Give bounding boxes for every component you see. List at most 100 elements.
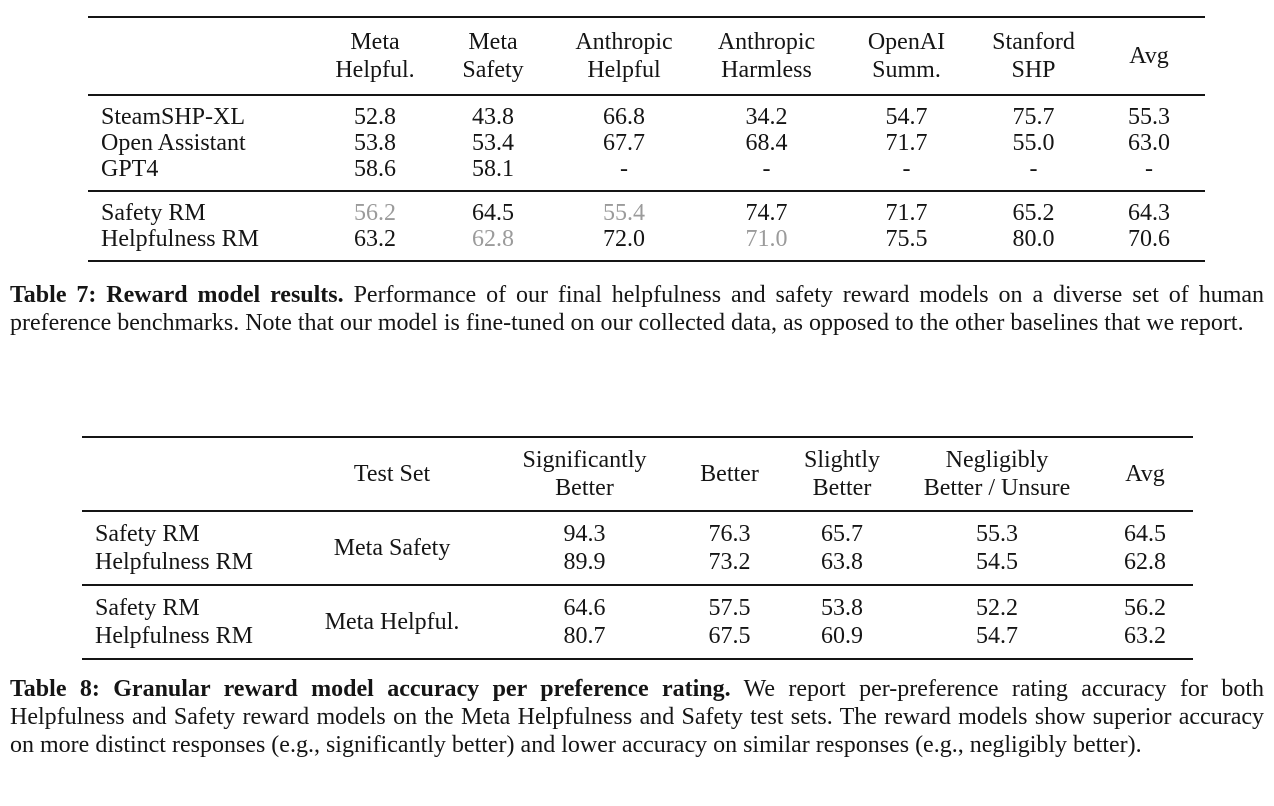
score-cell: 54.7 <box>976 623 1018 649</box>
table-7: Meta Helpful. Meta Safety Anthropic Help… <box>88 16 1205 262</box>
score-cell: 64.6 <box>563 595 606 621</box>
score-cell: 58.6 <box>354 156 396 182</box>
score-cell: 56.2 <box>1124 595 1166 621</box>
table-7-baseline-section: SteamSHP-XL 52.8 43.8 66.8 34.2 54.7 75.… <box>88 96 1205 190</box>
model-label: Safety RM <box>101 200 206 226</box>
column-header-better: Better <box>700 461 759 487</box>
score-cell: 75.5 <box>885 226 928 252</box>
table-row-steamshp-xl: SteamSHP-XL 52.8 43.8 66.8 34.2 54.7 75.… <box>88 104 1205 130</box>
table-8-bottom-rule <box>82 658 1193 660</box>
score-cell: 57.5 <box>708 595 751 621</box>
score-cell: - <box>902 156 911 182</box>
score-cell: 43.8 <box>472 104 514 130</box>
column-header-significantly-better: Significantly Better <box>522 447 647 501</box>
score-cell: 67.7 <box>603 130 645 156</box>
score-column: 57.5 67.5 <box>672 594 787 650</box>
table-row-safety-rm: Safety RM 56.2 64.5 55.4 74.7 71.7 65.2 … <box>88 200 1205 226</box>
table-8-caption-label: Table 8: Granular reward model accuracy … <box>10 676 731 702</box>
score-cell: 89.9 <box>563 549 606 575</box>
score-cell: 67.5 <box>708 623 751 649</box>
score-cell: 63.8 <box>821 549 863 575</box>
score-cell: 60.9 <box>821 623 863 649</box>
model-label: Helpfulness RM <box>95 549 253 575</box>
model-label: GPT4 <box>101 156 159 182</box>
score-cell: 53.4 <box>472 130 514 156</box>
table-8-caption-text: We report per-preference rating accuracy… <box>10 676 1264 758</box>
score-cell: 66.8 <box>603 104 645 130</box>
table-row-helpfulness-rm: Helpfulness RM 63.2 62.8 72.0 71.0 75.5 … <box>88 226 1205 252</box>
score-cell: - <box>1145 156 1153 182</box>
score-cell: 80.7 <box>563 623 606 649</box>
score-cell: 72.0 <box>603 226 645 252</box>
table-8-header-rule <box>82 510 1193 512</box>
score-cell: - <box>1029 156 1038 182</box>
table-7-bottom-rule <box>88 260 1205 262</box>
table-7-caption-label: Table 7: Reward model results. <box>10 282 344 308</box>
table-7-top-rule <box>88 16 1205 18</box>
table-8-group-meta-safety: Safety RM Helpfulness RM Meta Safety 94.… <box>82 512 1193 584</box>
model-label: Open Assistant <box>101 130 246 156</box>
table-row-gpt4: GPT4 58.6 58.1 - - - - - <box>88 156 1205 182</box>
score-cell: 58.1 <box>472 156 514 182</box>
score-cell: 68.4 <box>745 130 788 156</box>
score-cell: 63.2 <box>354 226 396 252</box>
table-8-top-rule <box>82 436 1193 438</box>
table-8: Test Set Significantly Better Better Sli… <box>82 436 1193 660</box>
score-cell: 80.0 <box>1012 226 1055 252</box>
score-cell: 65.7 <box>821 521 863 547</box>
score-column: 65.7 63.8 <box>787 520 897 576</box>
model-label: Safety RM <box>95 521 200 547</box>
score-cell: 34.2 <box>745 104 788 130</box>
column-header-meta-helpful: Meta Helpful. <box>335 29 415 83</box>
score-cell: 52.2 <box>976 595 1018 621</box>
column-header-avg: Avg <box>1125 461 1165 487</box>
score-cell: 55.0 <box>1012 130 1055 156</box>
table-7-header-rule <box>88 94 1205 96</box>
model-label-column: Safety RM Helpfulness RM <box>82 520 287 576</box>
column-header-slightly-better: Slightly Better <box>803 447 881 501</box>
score-cell: 73.2 <box>708 549 751 575</box>
model-label: Helpfulness RM <box>95 623 253 649</box>
column-header-avg: Avg <box>1129 43 1169 69</box>
score-cell: 71.7 <box>885 130 928 156</box>
table-7-caption-text: Performance of our final helpfulness and… <box>10 282 1265 336</box>
model-label: Helpfulness RM <box>101 226 259 252</box>
table-7-our-models-section: Safety RM 56.2 64.5 55.4 74.7 71.7 65.2 … <box>88 192 1205 260</box>
score-cell: 75.7 <box>1012 104 1055 130</box>
score-cell: 56.2 <box>354 200 396 226</box>
score-column: 64.5 62.8 <box>1097 520 1193 576</box>
table-8-header-row: Test Set Significantly Better Better Sli… <box>82 438 1193 510</box>
score-cell: 52.8 <box>354 104 396 130</box>
table-7-caption: Table 7: Reward model results. Performan… <box>10 281 1264 337</box>
table-8-mid-rule <box>82 584 1193 586</box>
score-cell: 64.5 <box>472 200 514 226</box>
column-header-anthropic-helpful: Anthropic Helpful <box>575 29 673 83</box>
score-cell: 53.8 <box>821 595 863 621</box>
score-cell: 63.0 <box>1128 130 1170 156</box>
score-cell: 71.7 <box>885 200 928 226</box>
table-8-caption: Table 8: Granular reward model accuracy … <box>10 675 1264 759</box>
score-cell: 63.2 <box>1124 623 1166 649</box>
score-cell: 64.5 <box>1124 521 1166 547</box>
score-cell: 64.3 <box>1128 200 1170 226</box>
score-cell: 62.8 <box>472 226 514 252</box>
score-cell: 54.7 <box>885 104 928 130</box>
table-row-open-assistant: Open Assistant 53.8 53.4 67.7 68.4 71.7 … <box>88 130 1205 156</box>
score-cell: 76.3 <box>708 521 751 547</box>
test-set-cell: Meta Safety <box>333 535 451 561</box>
score-cell: - <box>762 156 771 182</box>
model-label: SteamSHP-XL <box>101 104 245 130</box>
table-7-header-row: Meta Helpful. Meta Safety Anthropic Help… <box>88 18 1205 94</box>
score-column: 55.3 54.5 <box>897 520 1097 576</box>
score-cell: - <box>620 156 628 182</box>
model-label-column: Safety RM Helpfulness RM <box>82 594 287 650</box>
table-8-group-meta-helpful: Safety RM Helpfulness RM Meta Helpful. 6… <box>82 586 1193 658</box>
column-header-stanford-shp: Stanford SHP <box>992 29 1075 83</box>
score-cell: 70.6 <box>1128 226 1170 252</box>
score-cell: 55.4 <box>603 200 645 226</box>
score-column: 56.2 63.2 <box>1097 594 1193 650</box>
score-column: 76.3 73.2 <box>672 520 787 576</box>
score-cell: 54.5 <box>976 549 1018 575</box>
model-label: Safety RM <box>95 595 200 621</box>
